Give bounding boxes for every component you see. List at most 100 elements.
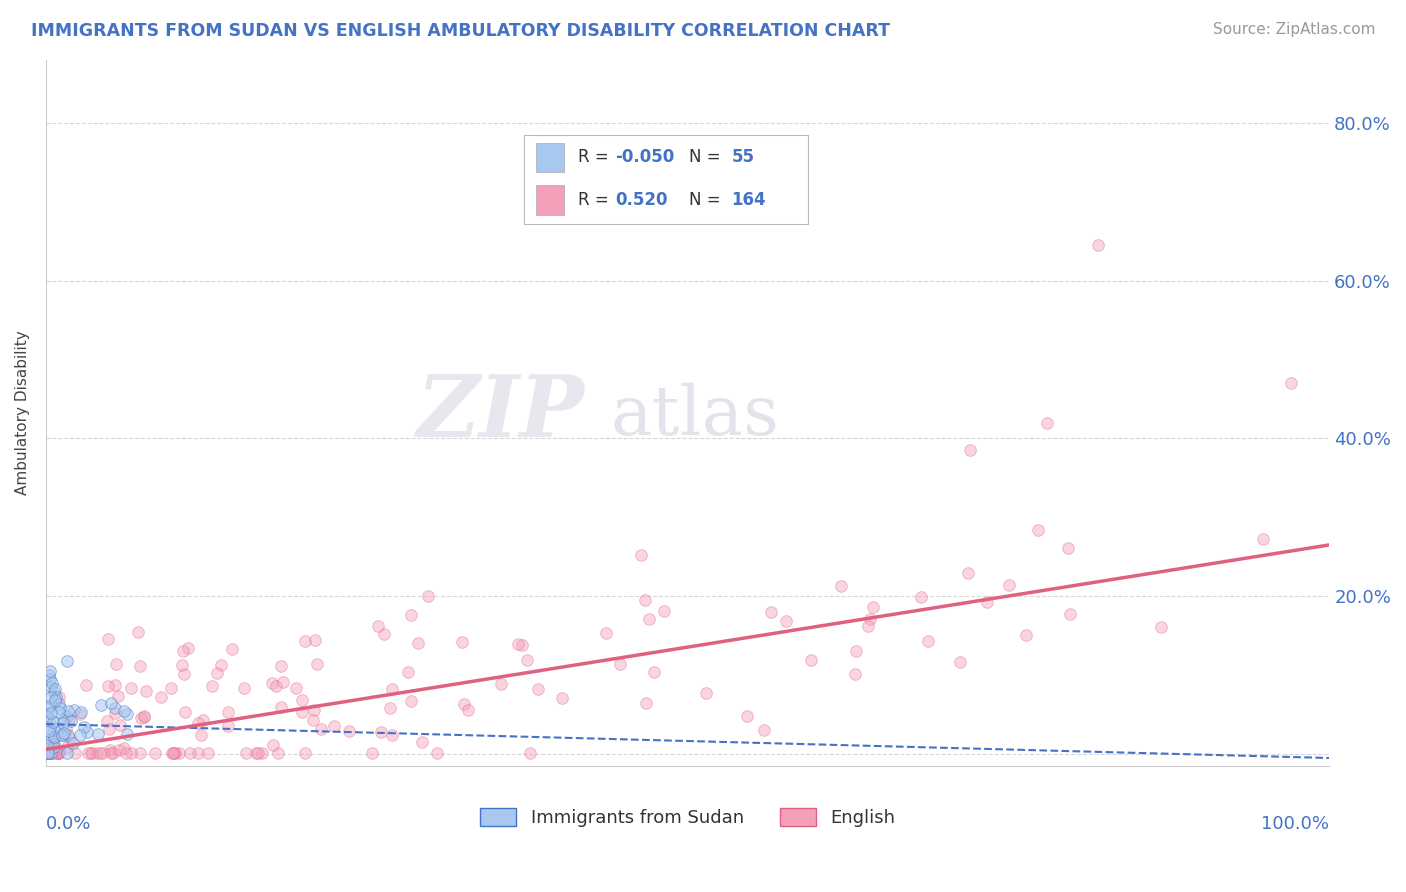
Text: 0.0%: 0.0%: [46, 815, 91, 833]
Point: [652, 604, 675, 618]
Point: [114, 746, 136, 760]
Point: [104, 706, 127, 721]
Point: [55, 723, 77, 737]
Point: [172, 644, 194, 658]
Point: [75, 678, 97, 692]
Point: [859, 612, 882, 626]
Point: [1026, 523, 1049, 537]
Point: [38, 714, 60, 728]
Point: [37, 702, 59, 716]
Point: [41, 738, 63, 752]
Point: [285, 681, 308, 695]
Point: [98, 722, 121, 736]
Point: [60, 714, 83, 728]
Point: [1036, 416, 1059, 430]
Point: [44, 692, 66, 706]
Legend: Immigrants from Sudan, English: Immigrants from Sudan, English: [472, 801, 903, 835]
Point: [245, 746, 267, 760]
Point: [38, 723, 60, 738]
Point: [89, 746, 111, 760]
Point: [115, 727, 138, 741]
Point: [205, 666, 228, 681]
Point: [910, 591, 932, 605]
Point: [80, 746, 103, 760]
Text: IMMIGRANTS FROM SUDAN VS ENGLISH AMBULATORY DISABILITY CORRELATION CHART: IMMIGRANTS FROM SUDAN VS ENGLISH AMBULAT…: [31, 22, 890, 40]
Point: [86, 746, 108, 760]
Point: [49, 700, 72, 714]
Point: [270, 659, 292, 673]
Point: [38, 746, 60, 760]
Point: [271, 674, 294, 689]
Point: [949, 656, 972, 670]
Point: [51, 728, 73, 742]
Point: [52, 716, 75, 731]
Point: [48, 746, 70, 760]
Point: [173, 667, 195, 681]
Point: [267, 746, 290, 760]
Point: [634, 592, 657, 607]
Point: [426, 746, 449, 760]
Point: [42, 738, 65, 752]
Point: [165, 746, 187, 760]
Point: [489, 677, 512, 691]
Point: [63, 746, 86, 760]
Point: [396, 665, 419, 679]
Point: [37, 739, 59, 754]
Point: [775, 614, 797, 628]
Point: [339, 724, 361, 739]
Point: [609, 657, 631, 672]
Point: [1087, 238, 1109, 252]
Point: [48, 697, 70, 711]
Point: [160, 746, 183, 760]
Point: [37, 746, 59, 760]
Point: [39, 706, 62, 721]
Point: [845, 643, 868, 657]
Text: 0.520: 0.520: [614, 191, 668, 209]
Text: N =: N =: [689, 191, 725, 209]
Point: [401, 607, 423, 622]
Point: [262, 738, 284, 752]
Point: [291, 705, 314, 719]
Text: 164: 164: [731, 191, 766, 209]
Point: [100, 696, 122, 710]
Point: [367, 619, 389, 633]
Point: [42, 714, 65, 729]
Point: [170, 657, 193, 672]
Point: [516, 653, 538, 667]
Point: [322, 718, 344, 732]
Point: [1150, 620, 1173, 634]
Point: [107, 743, 129, 757]
Point: [550, 691, 572, 706]
Point: [976, 595, 998, 609]
Point: [107, 689, 129, 703]
Point: [48, 690, 70, 705]
Point: [998, 577, 1021, 591]
Point: [1279, 376, 1302, 391]
Point: [58, 712, 80, 726]
Text: Source: ZipAtlas.com: Source: ZipAtlas.com: [1212, 22, 1375, 37]
Point: [800, 653, 823, 667]
Point: [45, 690, 67, 705]
Point: [37, 746, 59, 760]
Point: [291, 692, 314, 706]
Point: [42, 740, 65, 755]
Point: [48, 744, 70, 758]
Point: [112, 740, 135, 755]
Point: [759, 605, 782, 619]
Point: [169, 746, 191, 760]
Point: [48, 705, 70, 719]
Point: [221, 641, 243, 656]
Point: [294, 633, 316, 648]
Point: [302, 713, 325, 727]
Point: [39, 680, 62, 694]
Point: [41, 746, 63, 760]
Point: [98, 743, 121, 757]
Point: [38, 668, 60, 682]
Text: 55: 55: [731, 148, 754, 166]
Point: [643, 665, 665, 679]
Point: [250, 746, 273, 760]
Point: [100, 746, 122, 760]
Point: [519, 746, 541, 760]
Point: [44, 730, 66, 744]
Point: [956, 566, 979, 580]
